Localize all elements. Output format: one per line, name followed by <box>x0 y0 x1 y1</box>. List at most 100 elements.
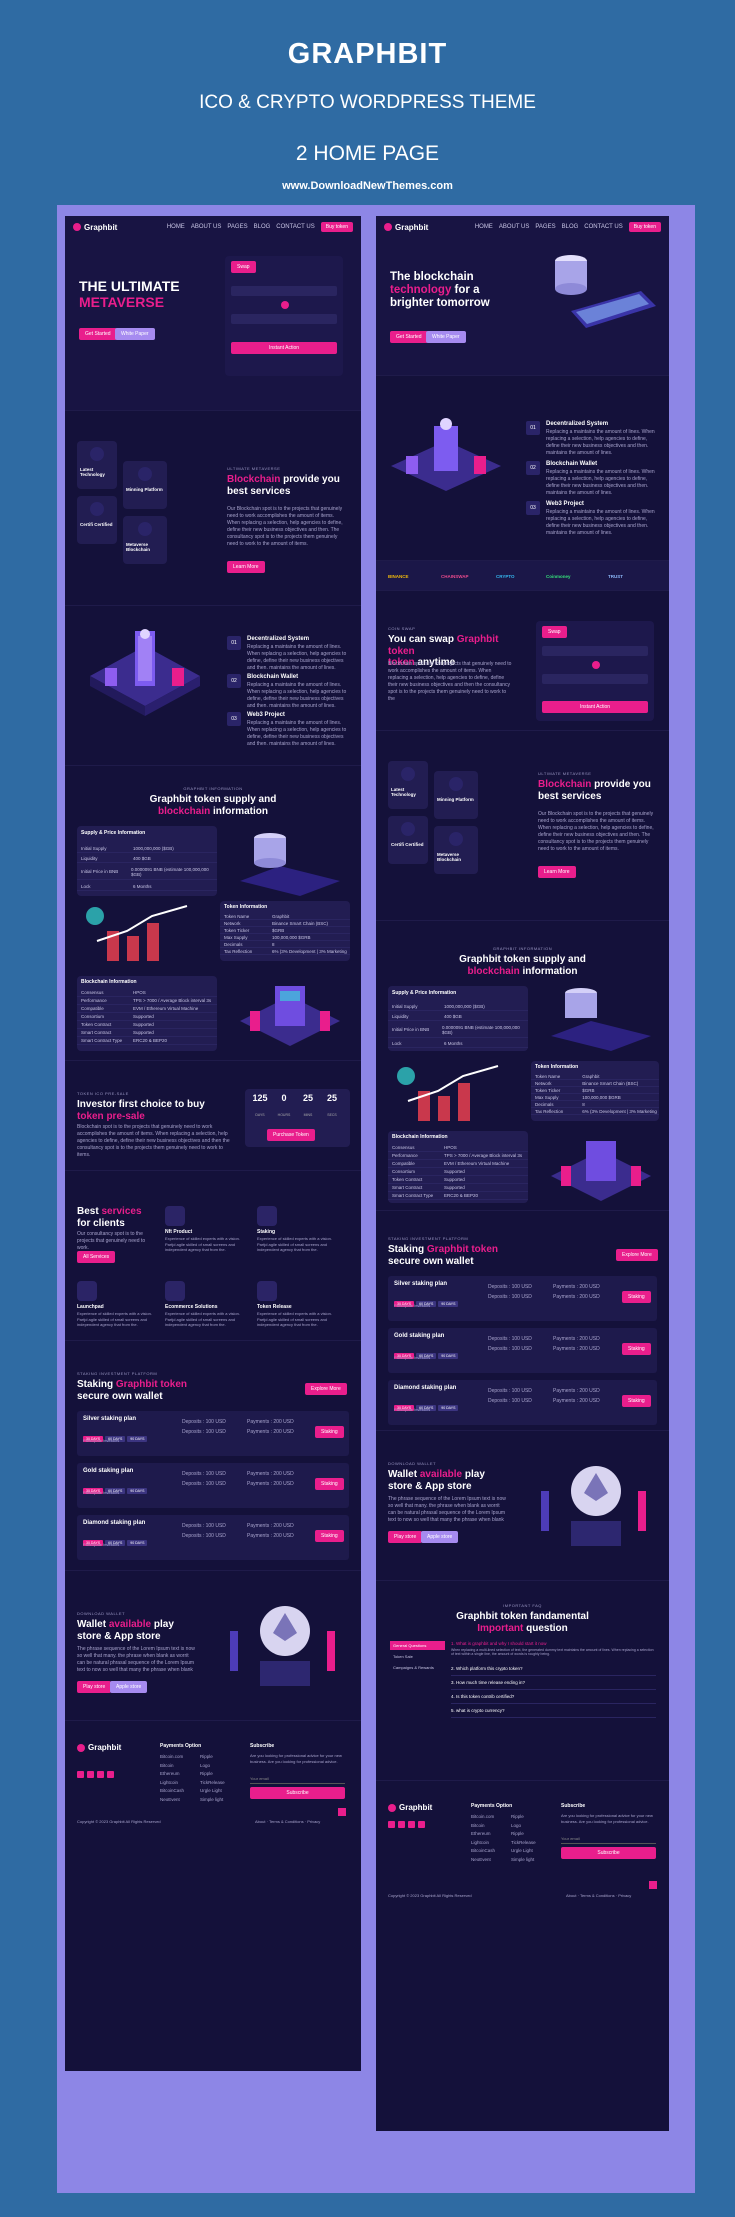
footer-logo[interactable]: Graphbit <box>77 1743 121 1752</box>
partner-binance[interactable]: BINANCE <box>388 573 409 579</box>
tab-token-sale[interactable]: Token Sale <box>393 1654 413 1659</box>
from-input-2[interactable] <box>542 646 648 656</box>
nav-home[interactable]: HOME <box>166 224 185 230</box>
get-started-button-2[interactable]: Get Started <box>390 331 428 343</box>
faq-q1[interactable]: 1. What is graphbit and why I should sta… <box>451 1641 547 1646</box>
silver-staking-button[interactable]: Staking <box>315 1426 344 1438</box>
card-latest-technology[interactable]: Latest Technology <box>77 441 117 489</box>
get-started-button[interactable]: Get Started <box>79 328 117 340</box>
from-input[interactable] <box>231 286 337 296</box>
wallet-section: DOWNLOAD WALLET Wallet available play st… <box>65 1571 361 1721</box>
plan-diamond: Diamond staking plan 30 DAYS 60 DAYS 90 DA… <box>77 1515 349 1560</box>
navbar: Graphbit HOME ABOUT US PAGES BLOG CONTAC… <box>65 216 361 238</box>
to-input-2[interactable] <box>542 674 648 684</box>
steps-section-2: 01 Decentralized System Replacing a main… <box>376 376 669 561</box>
instant-action-button-2[interactable]: Instant Action <box>542 701 648 713</box>
all-services-button[interactable]: All Services <box>77 1251 116 1263</box>
explore-more-button[interactable]: Explore More <box>305 1383 347 1395</box>
service-nft[interactable]: Nft Product <box>165 1229 193 1235</box>
buy-token-button-2[interactable]: Buy token <box>628 222 661 232</box>
partner-crypto[interactable]: CRYPTO <box>496 573 515 579</box>
white-paper-button[interactable]: White Paper <box>115 328 155 340</box>
partner-chainswap[interactable]: CHAINSWAP <box>441 573 469 579</box>
scroll-top-icon[interactable] <box>338 1808 346 1816</box>
nav-pages[interactable]: PAGES <box>227 224 248 230</box>
linkedin-icon[interactable] <box>107 1771 114 1778</box>
twitter-icon[interactable] <box>398 1821 405 1828</box>
scroll-top-icon[interactable] <box>649 1881 657 1889</box>
client-services-title: Best services for clients <box>77 1206 142 1229</box>
subscribe-button-2[interactable]: Subscribe <box>561 1847 656 1859</box>
table-row: Consensus HPOS <box>77 989 217 997</box>
instagram-icon[interactable] <box>408 1821 415 1828</box>
card-minning-platform[interactable]: Minning Platform <box>123 461 167 509</box>
supply-eyebrow: GRAPHBIT INFORMATION <box>183 786 243 791</box>
plan-gold: Gold staking plan 30 DAYS 60 DAYS 90 DAYS … <box>77 1463 349 1508</box>
navbar-2: Graphbit HOME ABOUT US PAGES BLOG CONTAC… <box>376 216 669 238</box>
table-row: Token Contract Supported <box>77 1021 217 1029</box>
service-ecommerce[interactable]: Ecommerce Solutions <box>165 1304 218 1310</box>
table-row: Initial Price in BNB 0.0000091 BNB (estim… <box>77 864 217 880</box>
learn-more-button-2[interactable]: Learn More <box>538 866 576 878</box>
buy-token-button[interactable]: Buy token <box>320 222 353 232</box>
faq-title: Graphbit token fandamental Important que… <box>456 1611 589 1634</box>
explore-more-button-2[interactable]: Explore More <box>616 1249 658 1261</box>
play-store-button-2[interactable]: Play store <box>388 1531 423 1543</box>
steps-section: 01 Decentralized System Replacing a main… <box>65 606 361 766</box>
nav-blog[interactable]: BLOG <box>253 224 271 230</box>
play-store-button[interactable]: Play store <box>77 1681 112 1693</box>
white-paper-button-2[interactable]: White Paper <box>426 331 466 343</box>
subscribe-button[interactable]: Subscribe <box>250 1787 345 1799</box>
swap-arrow-icon-2[interactable] <box>592 661 600 669</box>
instagram-icon[interactable] <box>97 1771 104 1778</box>
faq-q3[interactable]: 3. How much time release ending in? <box>451 1676 656 1690</box>
logo-2[interactable]: Graphbit <box>384 223 428 232</box>
tab-general[interactable]: General Questions <box>390 1641 445 1650</box>
service-launchpad[interactable]: Launchpad <box>77 1304 104 1310</box>
facebook-icon[interactable] <box>388 1821 395 1828</box>
facebook-icon[interactable] <box>77 1771 84 1778</box>
twitter-icon[interactable] <box>87 1771 94 1778</box>
home-page-2-preview: Graphbit HOME ABOUT US PAGES BLOG CONTAC… <box>376 216 669 2131</box>
service-token-release[interactable]: Token Release <box>257 1304 292 1310</box>
service-staking[interactable]: Staking <box>257 1229 276 1235</box>
badge-icon <box>90 502 104 516</box>
swap-tab[interactable]: Swap <box>231 261 256 273</box>
apple-store-button-2[interactable]: Apple store <box>421 1531 459 1543</box>
subscribe-email-input-2[interactable]: Your email <box>561 1836 656 1844</box>
linkedin-icon[interactable] <box>418 1821 425 1828</box>
promo-site: www.DownloadNewThemes.com <box>282 180 453 192</box>
partner-trust[interactable]: TRUST <box>608 573 623 579</box>
to-input[interactable] <box>231 314 337 324</box>
nav-contact[interactable]: CONTACT US <box>276 224 315 230</box>
table-row: Decimals 8 <box>220 941 350 948</box>
faq-q5[interactable]: 5. what is crypto currency? <box>451 1704 656 1718</box>
table-row: Compatible EVM / Ethereum Virtual Machine <box>77 1005 217 1013</box>
nav-about[interactable]: ABOUT US <box>190 224 222 230</box>
diamond-staking-button[interactable]: Staking <box>315 1530 344 1542</box>
gold-staking-button[interactable]: Staking <box>315 1478 344 1490</box>
server-city-illustration <box>391 418 501 491</box>
subscribe-email-input[interactable]: Your email <box>250 1776 345 1784</box>
token-release-icon <box>257 1281 277 1301</box>
blockchain-info-table: Blockchain Information Consensus HPOS Per… <box>77 976 217 1051</box>
footer-links-b: Ripple Logo Ripple TickRelease Urgle Light Si… <box>200 1754 225 1802</box>
instant-action-button[interactable]: Instant Action <box>231 342 337 354</box>
card-metaverse-blockchain[interactable]: Metaverse Blockchain <box>123 516 167 564</box>
supply-table: Supply & Price Information Initial Suppl… <box>77 826 217 896</box>
faq-section: IMPORTANT FAQ Graphbit token fandamental… <box>376 1581 669 1781</box>
tab-campaigns[interactable]: Campaigns & Rewards <box>393 1665 434 1670</box>
card-certified[interactable]: Certifi Certified <box>77 496 117 544</box>
learn-more-button[interactable]: Learn More <box>227 561 265 573</box>
faq-q4[interactable]: 4. Is this token contrib certified? <box>451 1690 656 1704</box>
swap-arrow-icon[interactable] <box>281 301 289 309</box>
table-row: Consortium Supported <box>77 1013 217 1021</box>
purchase-token-button[interactable]: Purchase Token <box>267 1129 315 1141</box>
count-days: 125 DAYS <box>252 1093 268 1117</box>
partner-coinmoney[interactable]: Coinmoney <box>546 573 571 579</box>
faq-q2[interactable]: 2. Which platform this crypto token? <box>451 1662 656 1676</box>
apple-store-button[interactable]: Apple store <box>110 1681 148 1693</box>
logo[interactable]: Graphbit <box>73 223 117 232</box>
promo-header: GRAPHBIT ICO & CRYPTO WORDPRESS THEME 2 … <box>0 0 735 205</box>
plan-silver: Silver staking plan 30 DAYS 60 DAYS 90 DAY… <box>77 1411 349 1456</box>
